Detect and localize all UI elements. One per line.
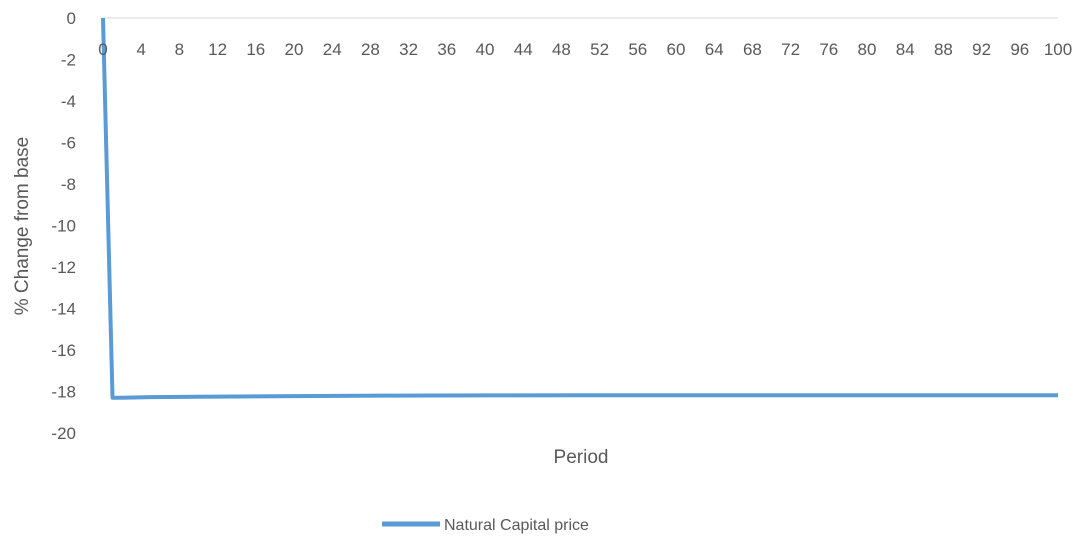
x-tick-label: 36 xyxy=(437,40,456,59)
x-tick-label: 88 xyxy=(934,40,953,59)
x-tick-label: 80 xyxy=(858,40,877,59)
y-tick-label: 0 xyxy=(67,9,76,28)
y-tick-label: -2 xyxy=(61,51,76,70)
x-tick-label: 4 xyxy=(136,40,145,59)
x-tick-label: 48 xyxy=(552,40,571,59)
x-tick-label: 76 xyxy=(819,40,838,59)
x-tick-label: 68 xyxy=(743,40,762,59)
x-tick-label: 16 xyxy=(246,40,265,59)
x-tick-label: 0 xyxy=(98,40,107,59)
y-tick-label: -4 xyxy=(61,92,76,111)
y-tick-label: -12 xyxy=(51,258,76,277)
x-tick-label: 72 xyxy=(781,40,800,59)
y-tick-label: -16 xyxy=(51,341,76,360)
x-tick-label: 28 xyxy=(361,40,380,59)
y-tick-label: -8 xyxy=(61,175,76,194)
x-tick-label: 52 xyxy=(590,40,609,59)
y-tick-label: -10 xyxy=(51,217,76,236)
x-tick-label: 60 xyxy=(667,40,686,59)
x-tick-label: 24 xyxy=(323,40,342,59)
legend-label: Natural Capital price xyxy=(444,517,589,534)
x-tick-label: 96 xyxy=(1010,40,1029,59)
x-tick-label: 20 xyxy=(285,40,304,59)
y-tick-label: -14 xyxy=(51,300,76,319)
x-axis-title: Period xyxy=(554,447,609,468)
y-tick-label: -20 xyxy=(51,424,76,443)
series-line xyxy=(101,17,1058,400)
x-tick-label: 40 xyxy=(476,40,495,59)
y-axis-title: % Change from base xyxy=(12,137,33,316)
y-tick-label: -6 xyxy=(61,134,76,153)
x-tick-label: 84 xyxy=(896,40,915,59)
x-tick-label: 32 xyxy=(399,40,418,59)
legend: Natural Capital price xyxy=(382,517,589,534)
x-tick-label: 100 xyxy=(1044,40,1072,59)
x-tick-label: 64 xyxy=(705,40,724,59)
x-tick-label: 12 xyxy=(208,40,227,59)
x-tick-label: 92 xyxy=(972,40,991,59)
x-tick-label: 8 xyxy=(175,40,184,59)
x-tick-label: 56 xyxy=(628,40,647,59)
y-tick-label: -18 xyxy=(51,383,76,402)
x-tick-label: 44 xyxy=(514,40,533,59)
